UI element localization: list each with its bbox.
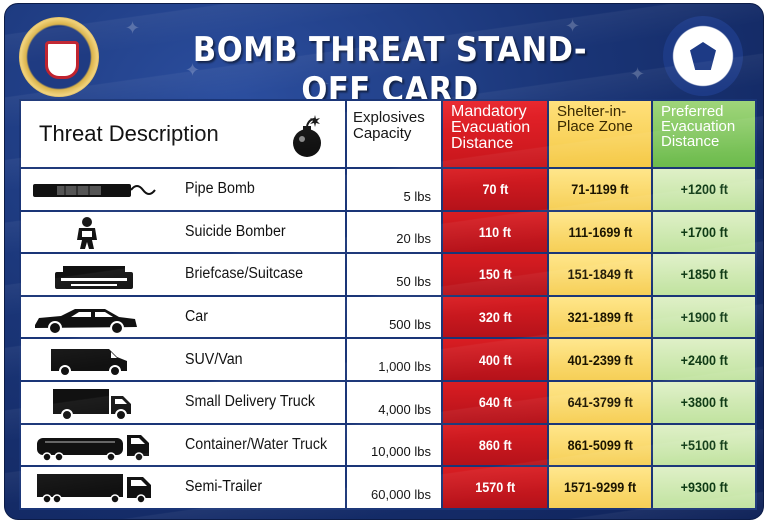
threat-label: Container/Water Truck	[185, 435, 328, 453]
table-row: Suicide Bomber 20 lbs 110 ft 111-1699 ft…	[19, 209, 757, 255]
semi-trailer-icon	[37, 474, 151, 504]
table-row: SUV/Van 1,000 lbs 400 ft 401-2399 ft +24…	[19, 337, 757, 382]
threat-label: Car	[185, 308, 208, 326]
container-truck-icon	[37, 434, 149, 462]
threat-header: Threat Description	[19, 99, 347, 169]
star-decoration: ✦	[630, 64, 646, 84]
star-decoration: ✦	[565, 16, 581, 36]
shelter-cell: 1571-9299 ft	[547, 465, 653, 510]
briefcase-icon	[55, 266, 133, 290]
threat-cell: Semi-Trailer	[19, 465, 347, 510]
star-decoration: ✦	[125, 18, 141, 38]
capacity-cell: 60,000 lbs	[345, 465, 443, 510]
threat-cell: Container/Water Truck	[19, 422, 347, 468]
threat-label: Briefcase/Suitcase	[185, 265, 304, 283]
header-row: Threat Description Explosives Capacity M…	[19, 99, 757, 169]
bomb-icon	[293, 115, 321, 157]
shelter-cell: 401-2399 ft	[547, 337, 653, 382]
preferred-cell: +1700 ft	[651, 209, 757, 255]
mandatory-cell: 110 ft	[441, 209, 549, 255]
preferred-cell: +2400 ft	[651, 337, 757, 382]
suv-van-icon	[51, 349, 127, 378]
preferred-cell: +3800 ft	[651, 379, 757, 425]
table-row: Pipe Bomb 5 lbs 70 ft 71-1199 ft +1200 f…	[19, 167, 757, 212]
shelter-header: Shelter-in-Place Zone	[547, 99, 653, 169]
capacity-cell: 5 lbs	[345, 167, 443, 212]
preferred-cell: +1850 ft	[651, 252, 757, 297]
delivery-truck-icon	[53, 388, 131, 420]
stand-off-card: ✦ ✦ ✦ ✦ ✦ BOMB THREAT STAND-OFF CARD Thr…	[4, 3, 764, 520]
table-row: Car 500 lbs 320 ft 321-1899 ft +1900 ft	[19, 294, 757, 340]
shelter-cell: 641-3799 ft	[547, 379, 653, 425]
threat-label: Suicide Bomber	[185, 222, 286, 240]
threat-cell: Briefcase/Suitcase	[19, 252, 347, 297]
threat-label: Small Delivery Truck	[185, 393, 315, 411]
capacity-cell: 20 lbs	[345, 209, 443, 255]
dhs-seal	[663, 16, 743, 96]
mandatory-cell: 640 ft	[441, 379, 549, 425]
capacity-cell: 10,000 lbs	[345, 422, 443, 468]
standoff-table: Threat Description Explosives Capacity M…	[19, 99, 757, 510]
capacity-cell: 4,000 lbs	[345, 379, 443, 425]
threat-cell: Small Delivery Truck	[19, 379, 347, 425]
star-decoration: ✦	[315, 74, 331, 94]
preferred-cell: +9300 ft	[651, 465, 757, 510]
threat-cell: Suicide Bomber	[19, 209, 347, 255]
mandatory-header: Mandatory Evacuation Distance	[441, 99, 549, 169]
car-icon	[35, 308, 137, 335]
capacity-cell: 50 lbs	[345, 252, 443, 297]
preferred-header: Preferred Evacuation Distance	[651, 99, 757, 169]
suicide-bomber-icon	[77, 216, 97, 249]
fbi-seal	[19, 17, 99, 97]
shelter-cell: 861-5099 ft	[547, 422, 653, 468]
card-title: BOMB THREAT STAND-OFF CARD	[192, 30, 588, 110]
table-row: Briefcase/Suitcase 50 lbs 150 ft 151-184…	[19, 252, 757, 297]
shelter-cell: 321-1899 ft	[547, 294, 653, 340]
mandatory-cell: 1570 ft	[441, 465, 549, 510]
mandatory-cell: 150 ft	[441, 252, 549, 297]
shelter-cell: 151-1849 ft	[547, 252, 653, 297]
preferred-cell: +5100 ft	[651, 422, 757, 468]
threat-cell: SUV/Van	[19, 337, 347, 382]
capacity-cell: 1,000 lbs	[345, 337, 443, 382]
shelter-cell: 111-1699 ft	[547, 209, 653, 255]
threat-label: Pipe Bomb	[185, 180, 255, 198]
threat-label: SUV/Van	[185, 350, 243, 368]
shelter-cell: 71-1199 ft	[547, 167, 653, 212]
table-row: Container/Water Truck 10,000 lbs 860 ft …	[19, 422, 757, 468]
capacity-cell: 500 lbs	[345, 294, 443, 340]
pipe-bomb-icon	[33, 184, 156, 197]
star-decoration: ✦	[185, 60, 201, 80]
threat-cell: Car	[19, 294, 347, 340]
capacity-header: Explosives Capacity	[345, 99, 443, 169]
preferred-cell: +1900 ft	[651, 294, 757, 340]
threat-label: Semi-Trailer	[185, 478, 263, 496]
mandatory-cell: 860 ft	[441, 422, 549, 468]
threat-cell: Pipe Bomb	[19, 167, 347, 212]
table-row: Semi-Trailer 60,000 lbs 1570 ft 1571-929…	[19, 465, 757, 510]
mandatory-cell: 400 ft	[441, 337, 549, 382]
table-row: Small Delivery Truck 4,000 lbs 640 ft 64…	[19, 379, 757, 425]
mandatory-cell: 320 ft	[441, 294, 549, 340]
preferred-cell: +1200 ft	[651, 167, 757, 212]
mandatory-cell: 70 ft	[441, 167, 549, 212]
